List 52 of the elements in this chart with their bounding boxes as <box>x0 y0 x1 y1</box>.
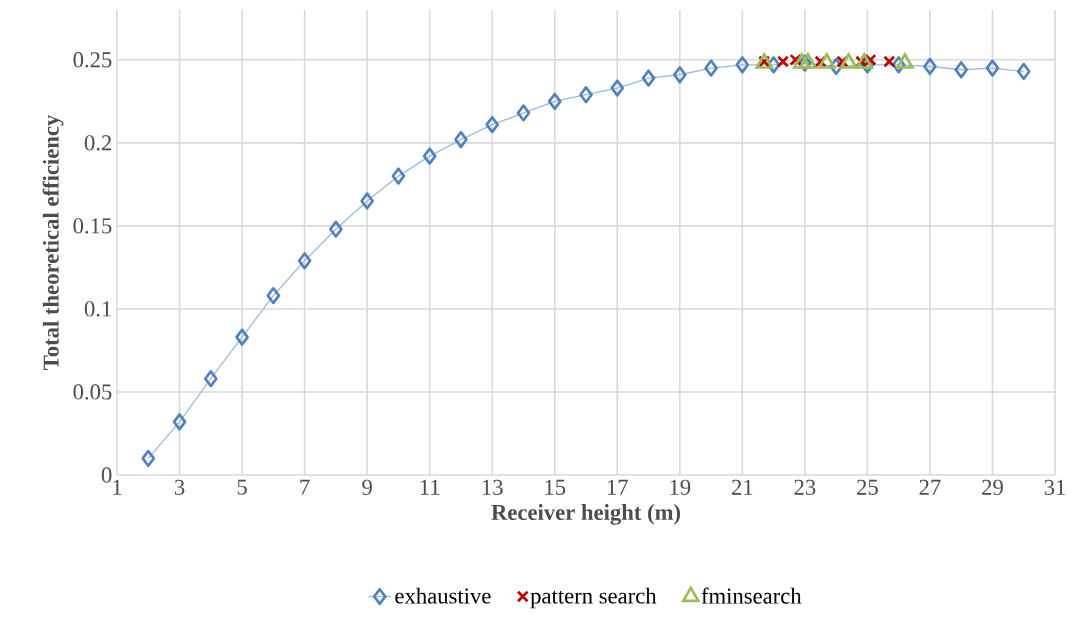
point <box>579 86 593 104</box>
x-tick-label: 11 <box>420 479 440 495</box>
x-tick-label: 29 <box>982 479 1003 495</box>
point <box>485 115 500 134</box>
point <box>422 147 437 165</box>
point <box>454 130 468 149</box>
x-tick-label: 19 <box>670 479 691 495</box>
y-tick-label: 0.05 <box>73 384 112 400</box>
point <box>672 66 687 84</box>
point <box>735 56 750 74</box>
point <box>954 61 969 79</box>
x-axis-title: Receiver height (m) <box>491 504 681 525</box>
point <box>329 220 343 238</box>
x-tick-label: 1 <box>113 479 122 495</box>
point <box>297 252 312 270</box>
y-tick-label: 0.15 <box>73 218 112 234</box>
legend-label: fminsearch <box>701 587 802 604</box>
point <box>923 57 937 76</box>
y-tick-label: 0.25 <box>73 52 112 68</box>
point <box>883 55 896 68</box>
point <box>704 59 718 77</box>
point <box>516 104 531 122</box>
legend-label: exhaustive <box>395 587 491 604</box>
x-tick-label: 21 <box>732 479 753 495</box>
point <box>1016 62 1031 81</box>
x-tick-label: 27 <box>919 479 941 495</box>
legend-label: pattern search <box>530 587 657 609</box>
y-axis-title: Total theoretical efficiency <box>42 114 64 370</box>
y-tick-label: 0.2 <box>84 135 112 151</box>
point <box>141 449 156 468</box>
y-tick-label: 0.1 <box>84 301 111 317</box>
x-tick-label: 31 <box>1044 479 1065 495</box>
point <box>985 59 1000 77</box>
y-tick-label: 0 <box>101 467 112 483</box>
point <box>235 328 249 346</box>
x-tick-label: 17 <box>607 479 628 495</box>
point <box>610 79 625 97</box>
x-tick-label: 25 <box>857 479 878 495</box>
x-tick-label: 7 <box>300 479 310 495</box>
x-tick-label: 3 <box>174 479 185 495</box>
x-tick-label: 13 <box>482 479 503 495</box>
x-tick-label: 15 <box>545 479 566 495</box>
point <box>203 370 218 388</box>
point <box>547 92 562 111</box>
point <box>391 167 406 185</box>
x-tick-label: 9 <box>362 479 372 495</box>
point <box>172 413 187 431</box>
point <box>266 286 281 305</box>
x-tick-label: 23 <box>794 479 816 495</box>
x-tick-label: 5 <box>237 479 247 495</box>
point <box>641 69 656 87</box>
point <box>360 192 374 210</box>
